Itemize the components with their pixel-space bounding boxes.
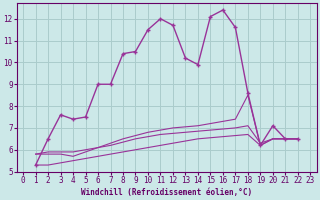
X-axis label: Windchill (Refroidissement éolien,°C): Windchill (Refroidissement éolien,°C) [81,188,252,197]
